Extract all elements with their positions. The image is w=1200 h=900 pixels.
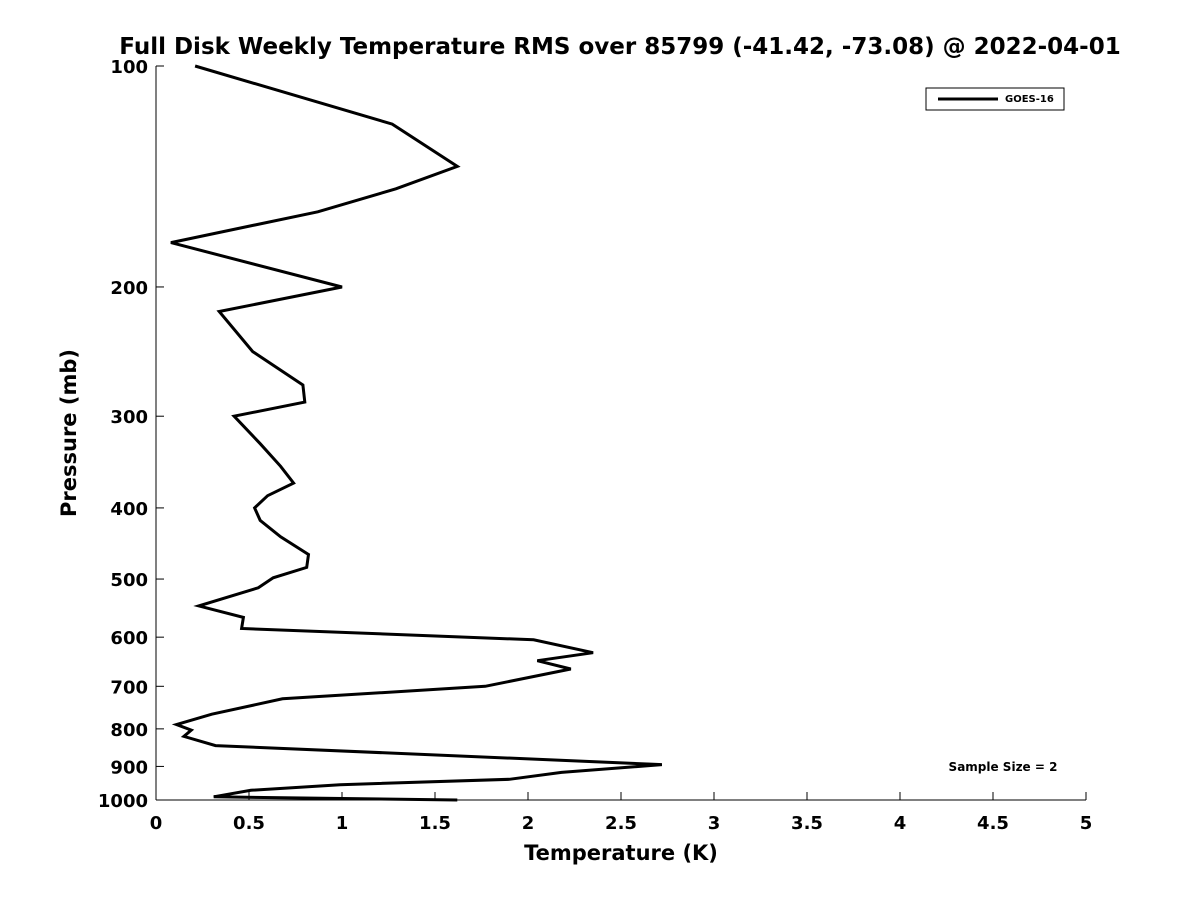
x-tick-label: 0 xyxy=(150,813,163,834)
y-tick-label: 100 xyxy=(110,57,148,78)
y-tick-label: 800 xyxy=(110,720,148,741)
y-tick-label: 600 xyxy=(110,628,148,649)
x-tick-label: 1 xyxy=(336,813,349,834)
sample-size-annotation: Sample Size = 2 xyxy=(949,760,1058,774)
x-tick-label: 1.5 xyxy=(419,813,451,834)
legend: GOES-16 xyxy=(925,87,1065,111)
y-tick-label: 700 xyxy=(110,677,148,698)
chart-title: Full Disk Weekly Temperature RMS over 85… xyxy=(119,34,1121,60)
y-axis-label: Pressure (mb) xyxy=(57,349,81,517)
y-tick-label: 400 xyxy=(110,499,148,520)
series-layer xyxy=(170,64,663,802)
y-tick-label: 200 xyxy=(110,278,148,299)
x-tick-label: 3 xyxy=(708,813,721,834)
y-tick-label: 300 xyxy=(110,407,148,428)
x-tick-label: 5 xyxy=(1080,813,1093,834)
y-tick-label: 900 xyxy=(110,757,148,778)
series-line-goes-16 xyxy=(170,64,663,802)
x-tick-label: 4 xyxy=(894,813,907,834)
x-tick-label: 3.5 xyxy=(791,813,823,834)
x-axis-ticks: 0 0.5 1 1.5 2 2.5 3 3.5 4 4.5 5 xyxy=(150,792,1093,834)
y-tick-label: 1000 xyxy=(98,791,148,812)
plot-area xyxy=(155,66,1086,801)
x-axis-label: Temperature (K) xyxy=(524,841,718,865)
legend-label-goes-16: GOES-16 xyxy=(1005,94,1054,105)
x-tick-label: 2 xyxy=(522,813,535,834)
x-tick-label: 2.5 xyxy=(605,813,637,834)
y-axis-ticks: 100 200 300 400 500 600 700 800 900 1000 xyxy=(98,57,164,812)
x-tick-label: 0.5 xyxy=(233,813,265,834)
y-tick-label: 500 xyxy=(110,570,148,591)
x-tick-label: 4.5 xyxy=(977,813,1009,834)
